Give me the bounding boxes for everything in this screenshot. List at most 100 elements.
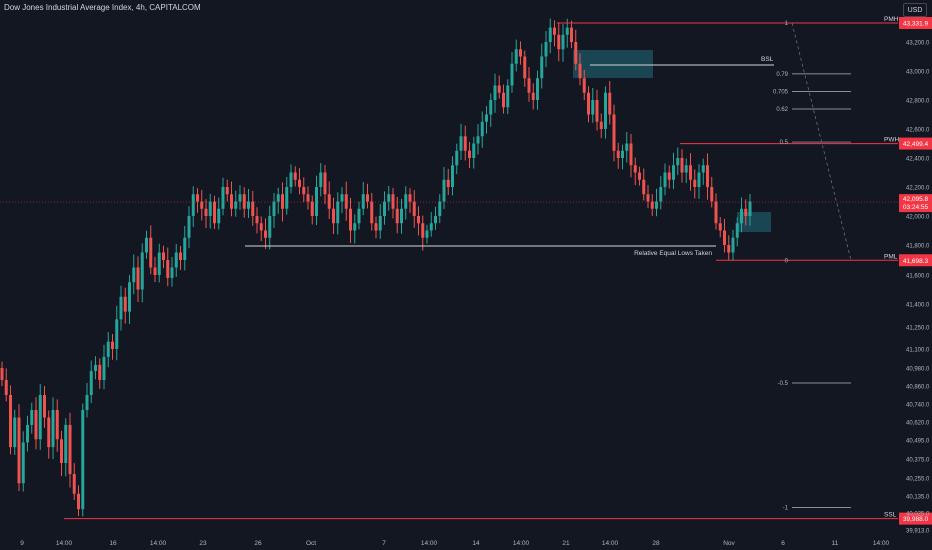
- candle-body: [744, 208, 748, 216]
- candle-body: [472, 143, 476, 158]
- candle-body: [68, 424, 72, 475]
- candle-body: [561, 34, 565, 50]
- x-tick: Oct: [306, 540, 316, 547]
- price-tick: 41,600.0: [906, 274, 930, 280]
- candle-body: [633, 165, 637, 173]
- candle-body: [387, 194, 391, 202]
- candle-body: [132, 267, 136, 283]
- fib-label: 0.5: [780, 140, 789, 146]
- price-tick: 40,255.0: [906, 477, 930, 483]
- x-tick: 16: [109, 540, 117, 547]
- x-tick: 14:00: [873, 540, 890, 547]
- candle-body: [693, 179, 697, 187]
- level-label-pml: PML: [884, 253, 898, 260]
- candle-body: [468, 150, 471, 158]
- candle-body: [485, 114, 488, 122]
- candle-body: [412, 201, 416, 216]
- candle-body: [204, 208, 208, 216]
- candle-body: [417, 216, 420, 224]
- price-tick: 40,980.0: [906, 367, 930, 373]
- candle-body: [697, 172, 701, 187]
- x-tick: 14:00: [421, 540, 438, 547]
- price-tick: 42,000.0: [906, 215, 930, 221]
- candle-body: [298, 179, 301, 187]
- candle-body: [408, 194, 412, 202]
- candle-body: [221, 187, 225, 209]
- currency-button[interactable]: USD: [903, 3, 927, 17]
- countdown-text: 03:24:55: [903, 204, 929, 211]
- candle-body: [89, 371, 93, 395]
- candle-body: [735, 223, 739, 238]
- candle-body: [642, 179, 646, 195]
- candle-body: [259, 223, 263, 231]
- candle-body: [540, 56, 544, 79]
- x-tick: 7: [382, 540, 386, 547]
- candle-body: [574, 42, 578, 64]
- candle-body: [446, 179, 450, 187]
- x-tick: Nov: [723, 540, 735, 547]
- candle-body: [349, 208, 352, 231]
- candle-body: [400, 208, 403, 224]
- candle-body: [421, 223, 425, 238]
- candle-body: [119, 296, 123, 320]
- candle-body: [519, 49, 522, 57]
- candle-body: [591, 100, 595, 115]
- candle-body: [115, 319, 119, 349]
- candle-body: [731, 237, 735, 253]
- x-tick: 14:00: [56, 540, 73, 547]
- equal-lows-label: Relative Equal Lows Taken: [634, 250, 712, 257]
- candle-body: [676, 158, 680, 166]
- candle-body: [242, 194, 246, 209]
- fib-label: 1: [785, 21, 789, 27]
- candle-body: [451, 165, 454, 187]
- price-tick: 40,740.0: [906, 403, 930, 409]
- candle-body: [740, 208, 743, 224]
- price-tick: 42,400.0: [906, 157, 930, 163]
- candle-body: [646, 194, 650, 202]
- candle-body: [582, 78, 586, 93]
- candle-body: [21, 442, 25, 484]
- candle-body: [128, 282, 131, 312]
- candle-body: [476, 136, 480, 144]
- candle-body: [77, 493, 80, 510]
- candle-body: [4, 380, 8, 395]
- candle-body: [306, 194, 310, 202]
- candle-body: [327, 194, 331, 209]
- x-tick: 14: [472, 540, 480, 547]
- fib-label: 0.62: [776, 107, 788, 113]
- candle-body: [64, 424, 68, 463]
- x-tick: 11: [832, 540, 839, 547]
- x-tick: 28: [652, 540, 660, 547]
- candle-body: [514, 49, 518, 64]
- candle-body: [595, 100, 599, 122]
- candle-body: [621, 150, 624, 158]
- candle-body: [94, 364, 97, 371]
- candle-body: [230, 194, 233, 209]
- level-label-ssl: SSL: [884, 512, 897, 519]
- candle-body: [493, 85, 497, 100]
- candle-body: [655, 201, 658, 209]
- candle-body: [587, 92, 590, 115]
- candle-body: [140, 252, 144, 290]
- candle-body: [718, 223, 722, 231]
- candle-body: [34, 410, 38, 440]
- x-tick: 14:00: [150, 540, 167, 547]
- candle-body: [395, 208, 399, 224]
- candle-body: [43, 395, 46, 418]
- candle-body: [336, 201, 340, 224]
- candle-body: [536, 78, 539, 100]
- x-tick: 26: [254, 540, 262, 547]
- candle-body: [684, 165, 688, 173]
- candle-body: [281, 194, 284, 209]
- candle-body: [523, 56, 527, 79]
- price-tick: 40,025.0: [906, 512, 930, 518]
- candle-body: [149, 237, 153, 268]
- candle-body: [701, 165, 705, 173]
- candle-body: [183, 237, 187, 260]
- candle-body: [153, 267, 157, 275]
- zone-bsl-block: [573, 50, 653, 78]
- candle-body: [196, 194, 199, 202]
- candle-body: [213, 201, 216, 224]
- candle-body: [361, 194, 365, 209]
